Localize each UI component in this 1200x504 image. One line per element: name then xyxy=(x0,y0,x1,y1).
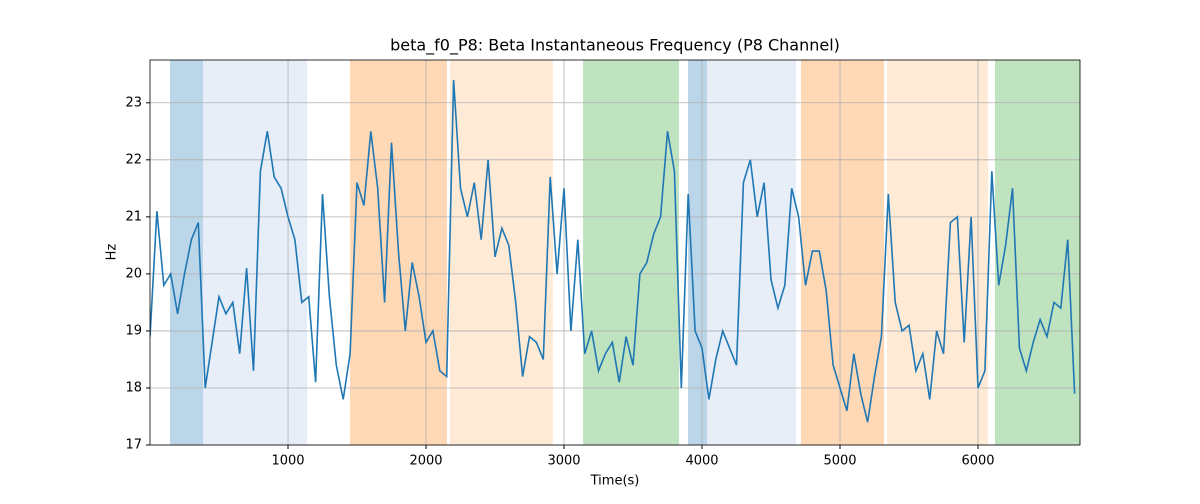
x-tick-label: 4000 xyxy=(685,454,718,469)
y-tick-label: 20 xyxy=(125,266,142,281)
y-tick-label: 23 xyxy=(125,95,142,110)
span xyxy=(994,60,1080,445)
x-tick-label: 2000 xyxy=(409,454,442,469)
y-axis-label: Hz xyxy=(105,244,120,261)
chart-title: beta_f0_P8: Beta Instantaneous Frequency… xyxy=(390,36,840,56)
y-tick-label: 19 xyxy=(125,323,142,338)
span xyxy=(706,60,796,445)
plot-frame xyxy=(149,59,1081,446)
x-tick-label: 6000 xyxy=(961,454,994,469)
span xyxy=(450,60,553,445)
y-tick-label: 22 xyxy=(125,152,142,167)
line-series xyxy=(150,79,1076,423)
x-tick-label: 3000 xyxy=(547,454,580,469)
y-tick-label: 18 xyxy=(125,380,142,395)
x-tick-label: 5000 xyxy=(823,454,856,469)
span xyxy=(887,60,988,445)
span xyxy=(800,60,885,445)
y-tick-label: 17 xyxy=(125,438,142,453)
span xyxy=(583,60,679,445)
span xyxy=(202,60,308,445)
span xyxy=(170,60,203,445)
x-tick-label: 1000 xyxy=(271,454,304,469)
x-axis-label: Time(s) xyxy=(590,474,640,489)
y-tick-label: 21 xyxy=(125,209,142,224)
